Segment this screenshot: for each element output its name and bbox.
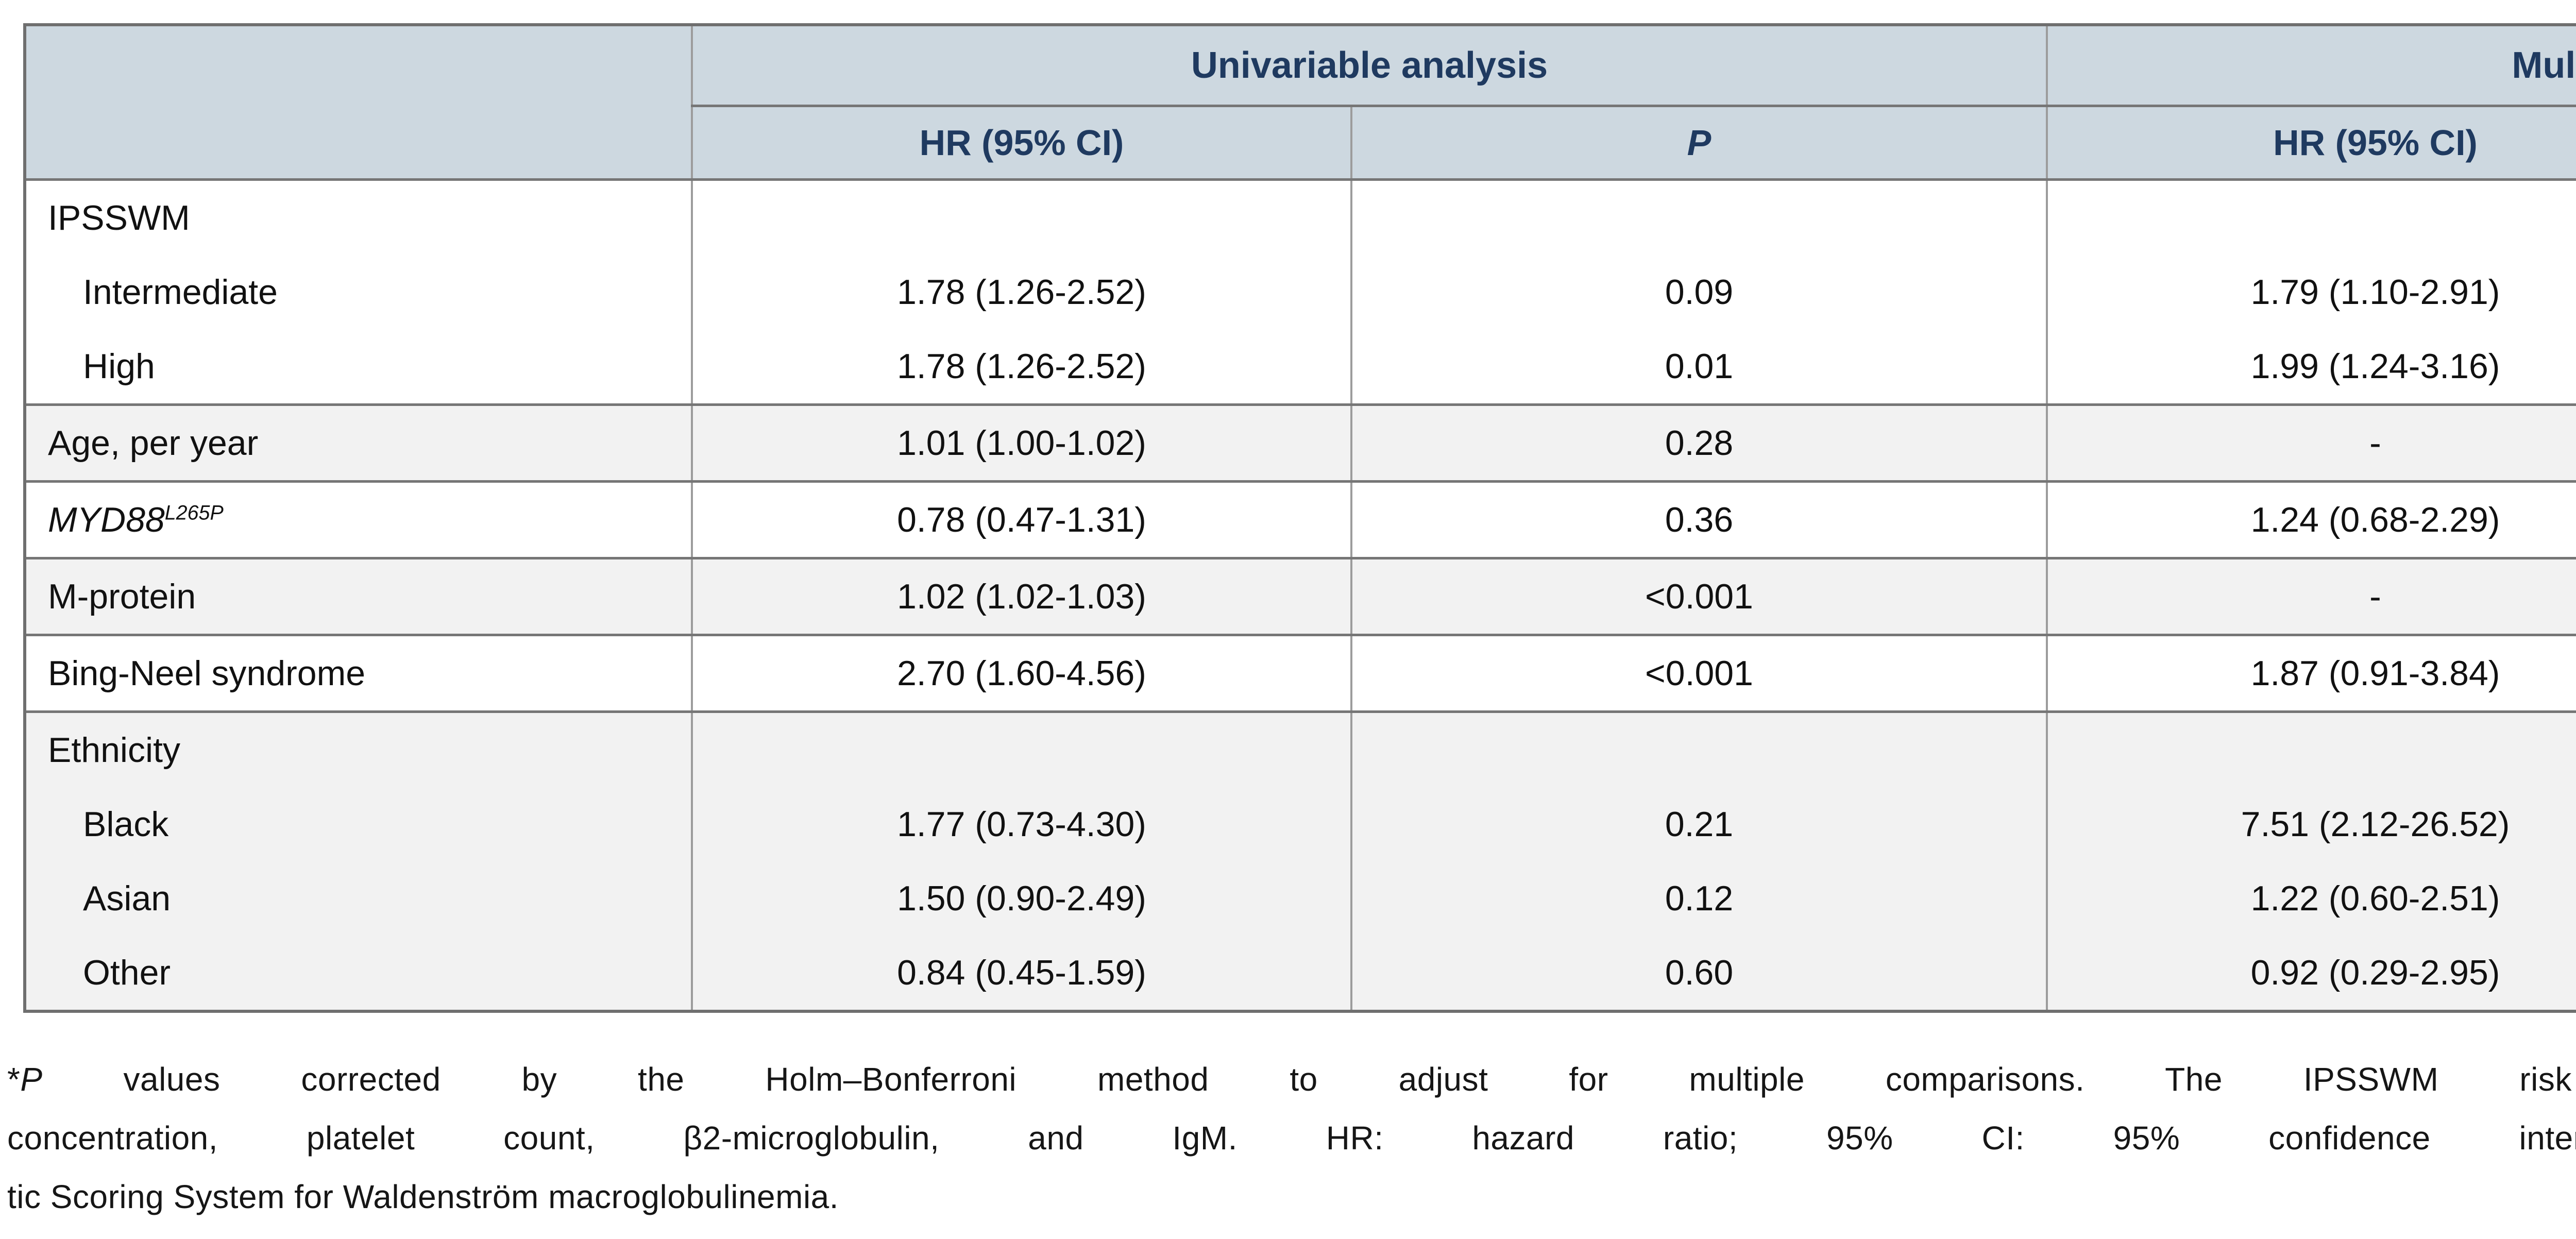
row-label-cell: Ethnicity Black Asian Other [24,710,693,1013]
row-label: M-protein [24,557,693,636]
uni-p-value: <0.001 [1350,557,2048,636]
group-label: Ethnicity [48,731,180,770]
table-row-myd88: MYD88L265P 0.78 (0.47-1.31) 0.36 1.24 (0… [24,480,2576,559]
col-header-uni-p: P [1350,105,2048,181]
multi-hr-value: 1.99 (1.24-3.16) [2250,347,2500,386]
empty-cell-line [1353,182,2045,256]
uni-hr-value: 2.70 (1.60-4.56) [691,634,1352,713]
empty-cell-line [694,182,1349,256]
row-label: Other [83,953,171,992]
corner-header-cell [24,23,693,181]
row-label-cell: MYD88L265P [24,480,693,559]
multi-hr-value: - [2046,403,2576,483]
multivariable-group-header: Multivariable analysis [2045,23,2576,107]
uni-hr-value: 1.01 (1.00-1.02) [691,403,1352,483]
multi-hr-cell: 7.51 (2.12-26.52) 1.22 (0.60-2.51) 0.92 … [2046,710,2576,1013]
uni-p-value: 0.36 [1350,480,2048,559]
empty-cell-line [2049,714,2576,787]
footnote-marker: * [7,1061,21,1098]
uni-p-value: 0.12 [1665,879,1734,918]
uni-hr-value: 1.77 (0.73-4.30) [897,805,1146,844]
multi-hr-cell: 1.79 (1.10-2.91) 1.99 (1.24-3.16) [2046,178,2576,406]
table-header: Univariable analysis Multivariable analy… [24,23,2576,181]
results-table: Univariable analysis Multivariable analy… [23,23,2576,1013]
empty-cell-line [1353,714,2045,787]
row-label: Black [83,805,169,844]
multi-hr-value: 1.24 (0.68-2.29) [2046,480,2576,559]
uni-p-value: 0.01 [1665,347,1734,386]
uni-hr-value: 1.78 (1.26-2.52) [897,273,1146,312]
col-header-uni-hr: HR (95% CI) [691,105,1352,181]
uni-hr-value: 1.50 (0.90-2.49) [897,879,1146,918]
uni-p-value: 0.28 [1350,403,2048,483]
uni-hr-value: 1.78 (1.26-2.52) [897,347,1146,386]
header-row-groups: Univariable analysis Multivariable analy… [24,23,2576,181]
gene-name: MYD88 [48,500,165,539]
group-label: IPSSWM [48,198,190,237]
uni-hr-value: 0.78 (0.47-1.31) [691,480,1352,559]
row-label: Asian [83,879,171,918]
uni-hr-cell: 1.77 (0.73-4.30) 1.50 (0.90-2.49) 0.84 (… [691,710,1352,1013]
multi-hr-value: 1.87 (0.91-3.84) [2046,634,2576,713]
row-label: Age, per year [24,403,693,483]
gene-mutation-superscript: L265P [164,501,224,524]
uni-p-cell: 0.21 0.12 0.60 [1350,710,2048,1013]
row-label-cell: IPSSWM Intermediate High [24,178,693,406]
multi-hr-value: 1.79 (1.10-2.91) [2250,273,2500,312]
footnote-line-1: *P values corrected by the Holm–Bonferro… [7,1050,2576,1109]
uni-p-cell: 0.09 0.01 [1350,178,2048,406]
uni-p-value: 0.60 [1665,953,1734,992]
table-row-ethnicity-group: Ethnicity Black Asian Other 1.77 (0.73-4… [24,710,2576,1013]
footnote-p-italic: P [20,1061,43,1098]
multi-hr-value: 7.51 (2.12-26.52) [2241,805,2510,844]
table-row-bingneel: Bing-Neel syndrome 2.70 (1.60-4.56) <0.0… [24,634,2576,713]
row-label: Bing-Neel syndrome [24,634,693,713]
uni-p-value: 0.21 [1665,805,1734,844]
footnote-line-3: tic Scoring System for Waldenström macro… [7,1178,839,1215]
empty-cell-line [694,714,1349,787]
row-label: Intermediate [83,273,278,312]
multi-hr-value: 1.22 (0.60-2.51) [2250,879,2500,918]
table-row-ipsswm-group: IPSSWM Intermediate High 1.78 (1.26-2.52… [24,178,2576,406]
header-row-columns: HR (95% CI) P HR (95% CI) P* [25,105,2576,181]
uni-p-value: 0.09 [1665,273,1734,312]
uni-p-value: <0.001 [1350,634,2048,713]
col-header-multi-hr: HR (95% CI) [2046,105,2576,181]
table-row-age: Age, per year 1.01 (1.00-1.02) 0.28 - - [24,403,2576,483]
footnote-line-2: concentration, platelet count, β2-microg… [7,1119,2576,1157]
uni-hr-value: 0.84 (0.45-1.59) [897,953,1146,992]
univariable-group-header: Univariable analysis [691,23,2048,107]
table-body: IPSSWM Intermediate High 1.78 (1.26-2.52… [24,178,2576,1013]
uni-hr-cell: 1.78 (1.26-2.52) 1.78 (1.26-2.52) [691,178,1352,406]
empty-cell-line [2049,182,2576,256]
multi-hr-value: - [2046,557,2576,636]
row-label: High [83,347,155,386]
table-footnote: *P values corrected by the Holm–Bonferro… [7,1050,2576,1226]
table-row-mprotein: M-protein 1.02 (1.02-1.03) <0.001 - - [24,557,2576,636]
uni-hr-value: 1.02 (1.02-1.03) [691,557,1352,636]
multi-hr-value: 0.92 (0.29-2.95) [2250,953,2500,992]
footnote-text: values corrected by the Holm–Bonferroni … [123,1061,2576,1098]
